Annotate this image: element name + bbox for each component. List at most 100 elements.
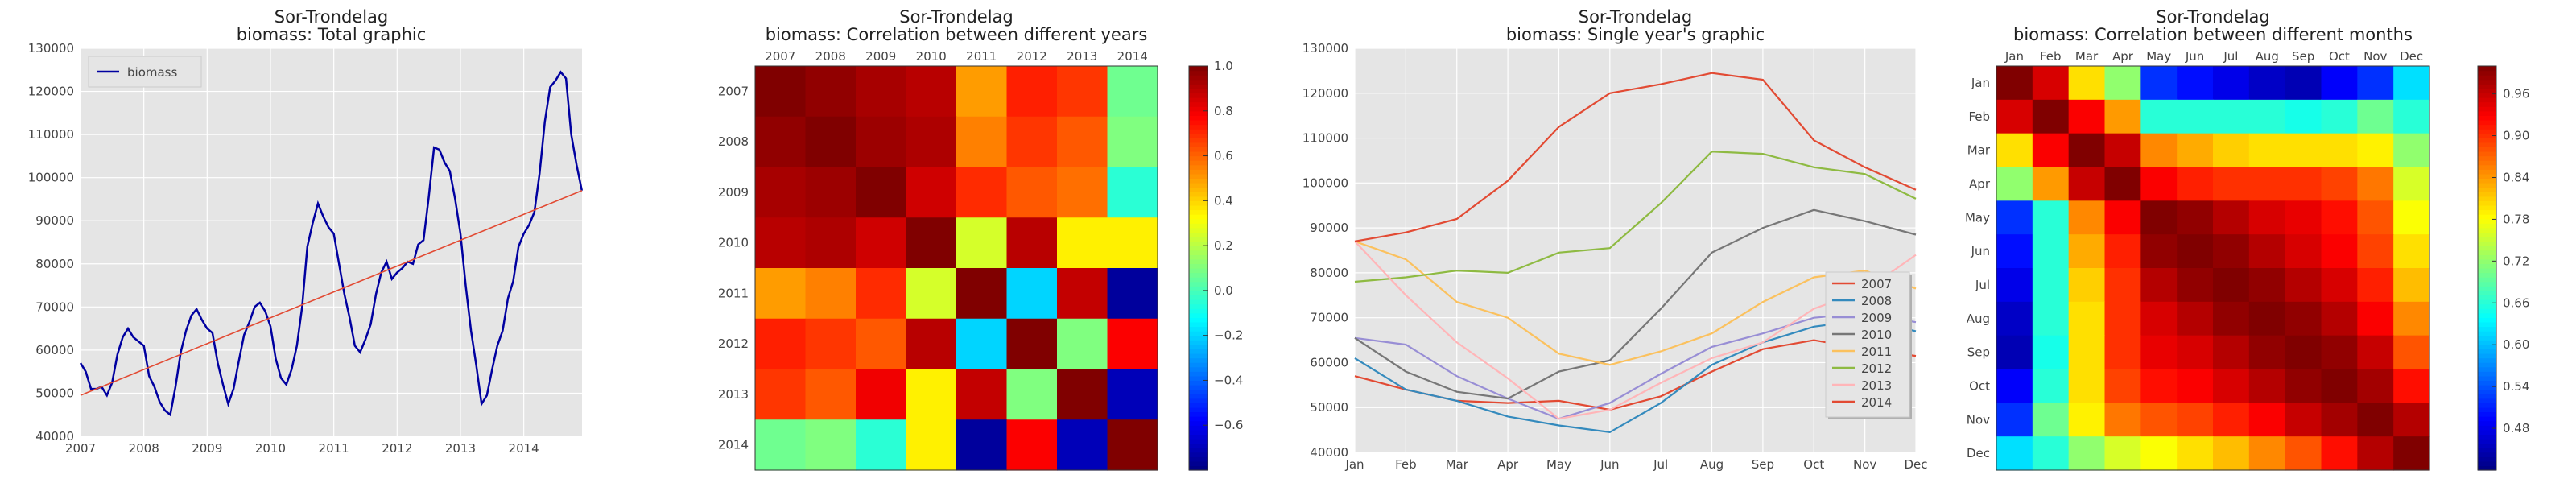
colorbar-step: [2478, 434, 2496, 440]
heatmap-cell: [2248, 66, 2286, 101]
colorbar-step: [1189, 147, 1208, 152]
colorbar-step: [2478, 299, 2496, 305]
colorbar-step: [2478, 236, 2496, 242]
heatmap-cell: [2393, 436, 2430, 471]
heatmap-cell: [2321, 335, 2358, 370]
heatmap-cell: [2357, 301, 2394, 336]
colorbar-step: [2478, 448, 2496, 453]
heatmap-cell: [2357, 234, 2394, 269]
heatmap-cell: [2104, 301, 2141, 336]
colorbar-label: 0.96: [2503, 87, 2529, 101]
heatmap-cell: [2104, 66, 2141, 101]
colorbar-step: [2478, 371, 2496, 377]
heatmap-cell: [2032, 335, 2070, 370]
colorbar-step: [1189, 101, 1208, 107]
colorbar-step: [1189, 133, 1208, 138]
x-tick-label: 2009: [865, 49, 896, 64]
y-tick-label: 80000: [1310, 266, 1348, 280]
heatmap-cell: [2285, 268, 2322, 303]
legend-label: biomass: [127, 65, 177, 80]
heatmap-cell: [956, 116, 1008, 168]
heatmap-cell: [805, 66, 857, 118]
colorbar-label: 0.78: [2503, 212, 2529, 226]
heatmap-cell: [805, 116, 857, 168]
heatmap-cell: [805, 217, 857, 269]
colorbar-step: [1189, 129, 1208, 134]
heatmap-cell: [906, 167, 957, 218]
y-tick-label: 90000: [1310, 221, 1348, 235]
heatmap-cell: [2104, 133, 2141, 168]
y-tick-label: 2007: [718, 84, 749, 98]
chart-subtitle: biomass: Total graphic: [237, 25, 427, 44]
colorbar-step: [1189, 303, 1208, 309]
colorbar-step: [2478, 214, 2496, 220]
heatmap-cell: [2285, 402, 2322, 437]
colorbar-step: [2478, 290, 2496, 296]
y-tick-label: 90000: [35, 213, 74, 228]
heatmap-cell: [1107, 419, 1158, 471]
heatmap-cell: [2393, 402, 2430, 437]
colorbar-step: [1189, 465, 1208, 471]
colorbar-step: [1189, 250, 1208, 255]
colorbar-step: [2478, 357, 2496, 363]
y-tick-label: 100000: [1302, 175, 1348, 190]
heatmap-cell: [2068, 301, 2106, 336]
heatmap-cell: [856, 66, 907, 118]
colorbar-step: [2478, 218, 2496, 224]
y-tick-label: Apr: [1969, 176, 1991, 191]
heatmap-cell: [1996, 66, 2033, 101]
heatmap-cell: [906, 66, 957, 118]
heatmap-cell: [906, 369, 957, 420]
colorbar-step: [1189, 277, 1208, 283]
heatmap-cell: [2032, 99, 2070, 134]
heatmap-cell: [2321, 234, 2358, 269]
colorbar-step: [2478, 407, 2496, 413]
heatmap-cell: [2032, 268, 2070, 303]
colorbar-step: [2478, 173, 2496, 180]
heatmap-cell: [2104, 369, 2141, 403]
colorbar-step: [1189, 106, 1208, 112]
y-tick-label: 40000: [35, 429, 74, 444]
legend-label: 2008: [1861, 294, 1892, 308]
colorbar-step: [2478, 380, 2496, 386]
heatmap-cell: [906, 116, 957, 168]
colorbar-step: [2478, 133, 2496, 138]
colorbar-step: [1189, 411, 1208, 417]
heatmap-cell: [2248, 200, 2286, 235]
legend-label: 2013: [1861, 378, 1892, 393]
heatmap-cell: [2285, 301, 2322, 336]
legend-label: 2010: [1861, 328, 1892, 342]
heatmap-cell: [2032, 234, 2070, 269]
heatmap-cell: [755, 369, 807, 420]
x-tick-label: May: [1546, 457, 1571, 472]
colorbar-step: [2478, 258, 2496, 265]
colorbar-step: [2478, 340, 2496, 345]
colorbar-step: [2478, 443, 2496, 448]
colorbar-step: [1189, 241, 1208, 246]
colorbar-step: [2478, 452, 2496, 457]
colorbar-step: [1189, 209, 1208, 215]
heatmap-cell: [2140, 99, 2178, 134]
heatmap-cell: [2357, 335, 2394, 370]
heatmap-cell: [1057, 369, 1108, 420]
heatmap-cell: [856, 318, 907, 370]
heatmap-cell: [2393, 66, 2430, 101]
heatmap-cell: [2393, 234, 2430, 269]
x-tick-label: 2007: [765, 49, 795, 64]
x-tick-label: Sep: [2292, 49, 2314, 64]
y-tick-label: Oct: [1969, 378, 1990, 393]
chart-title: Sor-Trondelag: [275, 7, 388, 27]
y-tick-label: 120000: [1302, 86, 1348, 101]
colorbar-step: [1189, 173, 1208, 180]
colorbar-step: [1189, 236, 1208, 242]
heatmap-cell: [1107, 167, 1158, 218]
y-tick-label: 2011: [718, 286, 749, 300]
colorbar-step: [1189, 93, 1208, 98]
heatmap-cell: [2321, 436, 2358, 471]
colorbar-step: [2478, 93, 2496, 98]
heatmap-cell: [1006, 369, 1058, 420]
colorbar-label: 0.90: [2503, 129, 2529, 143]
heatmap-cell: [1057, 419, 1108, 471]
colorbar-step: [2478, 124, 2496, 130]
